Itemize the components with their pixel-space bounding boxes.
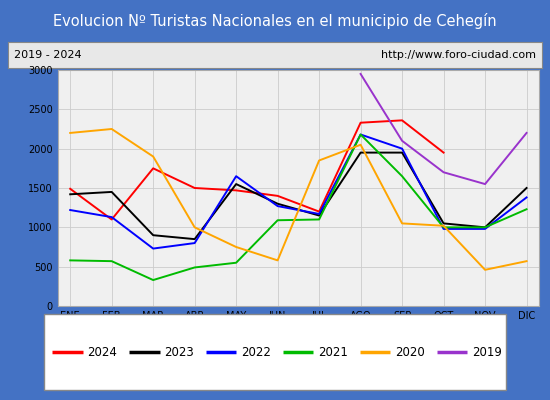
Text: 2020: 2020 bbox=[395, 346, 425, 358]
Text: 2021: 2021 bbox=[318, 346, 348, 358]
Text: Evolucion Nº Turistas Nacionales en el municipio de Cehegín: Evolucion Nº Turistas Nacionales en el m… bbox=[53, 13, 497, 29]
Text: 2023: 2023 bbox=[164, 346, 194, 358]
Text: 2022: 2022 bbox=[241, 346, 271, 358]
Text: 2019: 2019 bbox=[472, 346, 502, 358]
Text: 2019 - 2024: 2019 - 2024 bbox=[14, 50, 81, 60]
Text: 2024: 2024 bbox=[87, 346, 117, 358]
Text: http://www.foro-ciudad.com: http://www.foro-ciudad.com bbox=[381, 50, 536, 60]
FancyBboxPatch shape bbox=[44, 314, 506, 390]
